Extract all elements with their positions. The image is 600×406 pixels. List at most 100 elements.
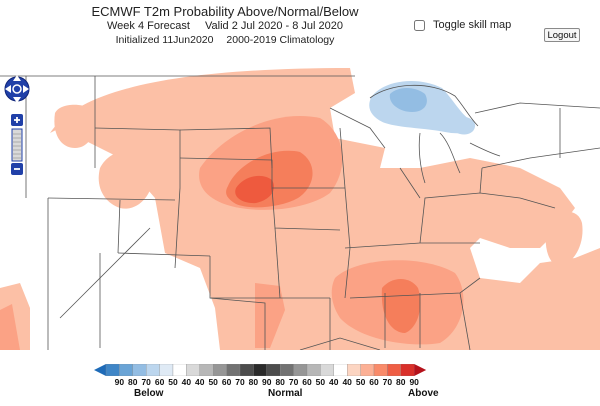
legend-swatch bbox=[119, 364, 133, 376]
init-info: Initialized 11Jun2020 2000-2019 Climatol… bbox=[60, 33, 390, 47]
map-nav-control[interactable] bbox=[4, 72, 32, 187]
above-70-core bbox=[235, 175, 275, 204]
border-line bbox=[59, 227, 151, 319]
legend-tick-label: 90 bbox=[262, 377, 272, 387]
border-line bbox=[117, 252, 211, 257]
toggle-skill-label: Toggle skill map bbox=[433, 19, 512, 31]
great-lakes-outline bbox=[369, 84, 501, 184]
pan-left-icon[interactable] bbox=[5, 85, 11, 93]
border-line bbox=[299, 337, 381, 350]
toggle-skill-checkbox[interactable] bbox=[414, 19, 425, 31]
legend-arrow-left bbox=[94, 364, 106, 376]
map-title-block: ECMWF T2m Probability Above/Normal/Below… bbox=[60, 4, 390, 47]
zoom-pan-control[interactable] bbox=[4, 72, 32, 182]
forecast-map[interactable] bbox=[0, 48, 600, 350]
legend-tick-label: 90 bbox=[409, 377, 419, 387]
legend-swatch bbox=[105, 364, 120, 376]
legend-swatch bbox=[132, 364, 147, 376]
border-line bbox=[329, 107, 386, 149]
legend-tick-label: 80 bbox=[128, 377, 138, 387]
above-50-sw-edge bbox=[0, 304, 20, 350]
legend-tick-label: 60 bbox=[302, 377, 312, 387]
legend-swatch bbox=[293, 364, 308, 376]
pan-right-icon[interactable] bbox=[23, 85, 29, 93]
legend-swatch bbox=[387, 364, 401, 376]
legend-tick-label: 40 bbox=[195, 377, 205, 387]
border-line bbox=[339, 127, 351, 299]
legend-tick-label: 80 bbox=[248, 377, 259, 387]
forecast-info: Week 4 Forecast Valid 2 Jul 2020 - 8 Jul… bbox=[60, 19, 390, 33]
legend-tick-label: 40 bbox=[342, 377, 352, 387]
legend-swatch bbox=[266, 364, 281, 376]
legend-tick-label: 50 bbox=[315, 377, 326, 387]
state-borders bbox=[0, 75, 600, 350]
legend-swatch bbox=[226, 364, 241, 376]
climatology-period: 2000-2019 Climatology bbox=[226, 34, 335, 46]
legend-tick-label: 50 bbox=[208, 377, 218, 387]
legend-tick-label: 70 bbox=[141, 377, 151, 387]
zoom-slider[interactable] bbox=[11, 128, 23, 162]
legend-swatch bbox=[213, 364, 227, 376]
toggle-skill-map[interactable]: Toggle skill map bbox=[414, 19, 511, 31]
legend-tick-label: 80 bbox=[396, 377, 406, 387]
initialized-date: Initialized 11Jun2020 bbox=[115, 34, 214, 46]
legend-normal-label: Normal bbox=[268, 388, 303, 399]
legend-tick-label: 40 bbox=[329, 377, 339, 387]
map-canvas[interactable] bbox=[0, 48, 600, 350]
legend-swatch bbox=[239, 364, 254, 376]
legend-tick-label: 70 bbox=[288, 377, 299, 387]
border-line bbox=[399, 167, 421, 199]
above-60-al bbox=[381, 279, 421, 333]
legend-tick-label: 60 bbox=[369, 377, 379, 387]
valid-dates: Valid 2 Jul 2020 - 8 Jul 2020 bbox=[205, 20, 343, 32]
border-line bbox=[459, 292, 471, 350]
below-40-mi-island bbox=[451, 116, 476, 135]
border-line bbox=[274, 227, 281, 299]
above-50-tx bbox=[255, 283, 285, 348]
legend-swatch bbox=[146, 364, 160, 376]
legend-swatch bbox=[347, 364, 361, 376]
pan-control[interactable] bbox=[4, 75, 30, 103]
legend-tick-label: 80 bbox=[275, 377, 285, 387]
border-line bbox=[481, 147, 600, 169]
legend-tick-label: 90 bbox=[114, 377, 125, 387]
legend-tick-label: 60 bbox=[154, 377, 165, 387]
legend-swatch bbox=[199, 364, 214, 376]
legend-above-label: Above bbox=[408, 388, 439, 399]
forecast-week: Week 4 Forecast bbox=[106, 20, 190, 32]
above-40-plains bbox=[50, 68, 600, 350]
legend-swatch bbox=[360, 364, 375, 376]
pan-down-icon[interactable] bbox=[13, 97, 21, 103]
pan-up-icon[interactable] bbox=[13, 75, 21, 81]
legend-swatch bbox=[306, 364, 321, 376]
plus-icon bbox=[14, 117, 20, 123]
map-title: ECMWF T2m Probability Above/Normal/Below bbox=[91, 4, 359, 19]
legend-swatch bbox=[280, 364, 294, 376]
border-line bbox=[179, 157, 345, 189]
border-line bbox=[474, 102, 600, 114]
above-40-pnw bbox=[98, 150, 153, 209]
legend-swatch bbox=[320, 364, 334, 376]
zoom-in-button[interactable] bbox=[11, 114, 23, 126]
legend-tick-label: 70 bbox=[235, 377, 245, 387]
legend-below-label: Below bbox=[134, 388, 164, 399]
border-line bbox=[419, 192, 521, 244]
legend-arrow-right bbox=[414, 364, 427, 376]
legend-tick-label: 60 bbox=[221, 377, 232, 387]
logout-button[interactable]: Logout bbox=[544, 28, 580, 42]
legend-tick-label: 40 bbox=[181, 377, 192, 387]
above-40-ne bbox=[545, 211, 583, 266]
legend-color-bar bbox=[94, 364, 427, 376]
border-line bbox=[47, 197, 176, 201]
zoom-out-button[interactable] bbox=[11, 163, 23, 175]
border-line bbox=[117, 199, 121, 254]
border-line bbox=[179, 127, 273, 169]
probability-legend: 90 80 70 60 50 40 40 50 60 70 80 90 80 70 60 50 40 40 50 60… bbox=[94, 364, 466, 404]
below-50-superior-core bbox=[389, 88, 427, 112]
border-line bbox=[209, 256, 266, 350]
legend-swatch bbox=[172, 364, 187, 376]
legend-swatch bbox=[373, 364, 388, 376]
above-40-nw bbox=[54, 104, 95, 148]
legend-swatch bbox=[333, 364, 348, 376]
legend-tick-label: 70 bbox=[382, 377, 393, 387]
